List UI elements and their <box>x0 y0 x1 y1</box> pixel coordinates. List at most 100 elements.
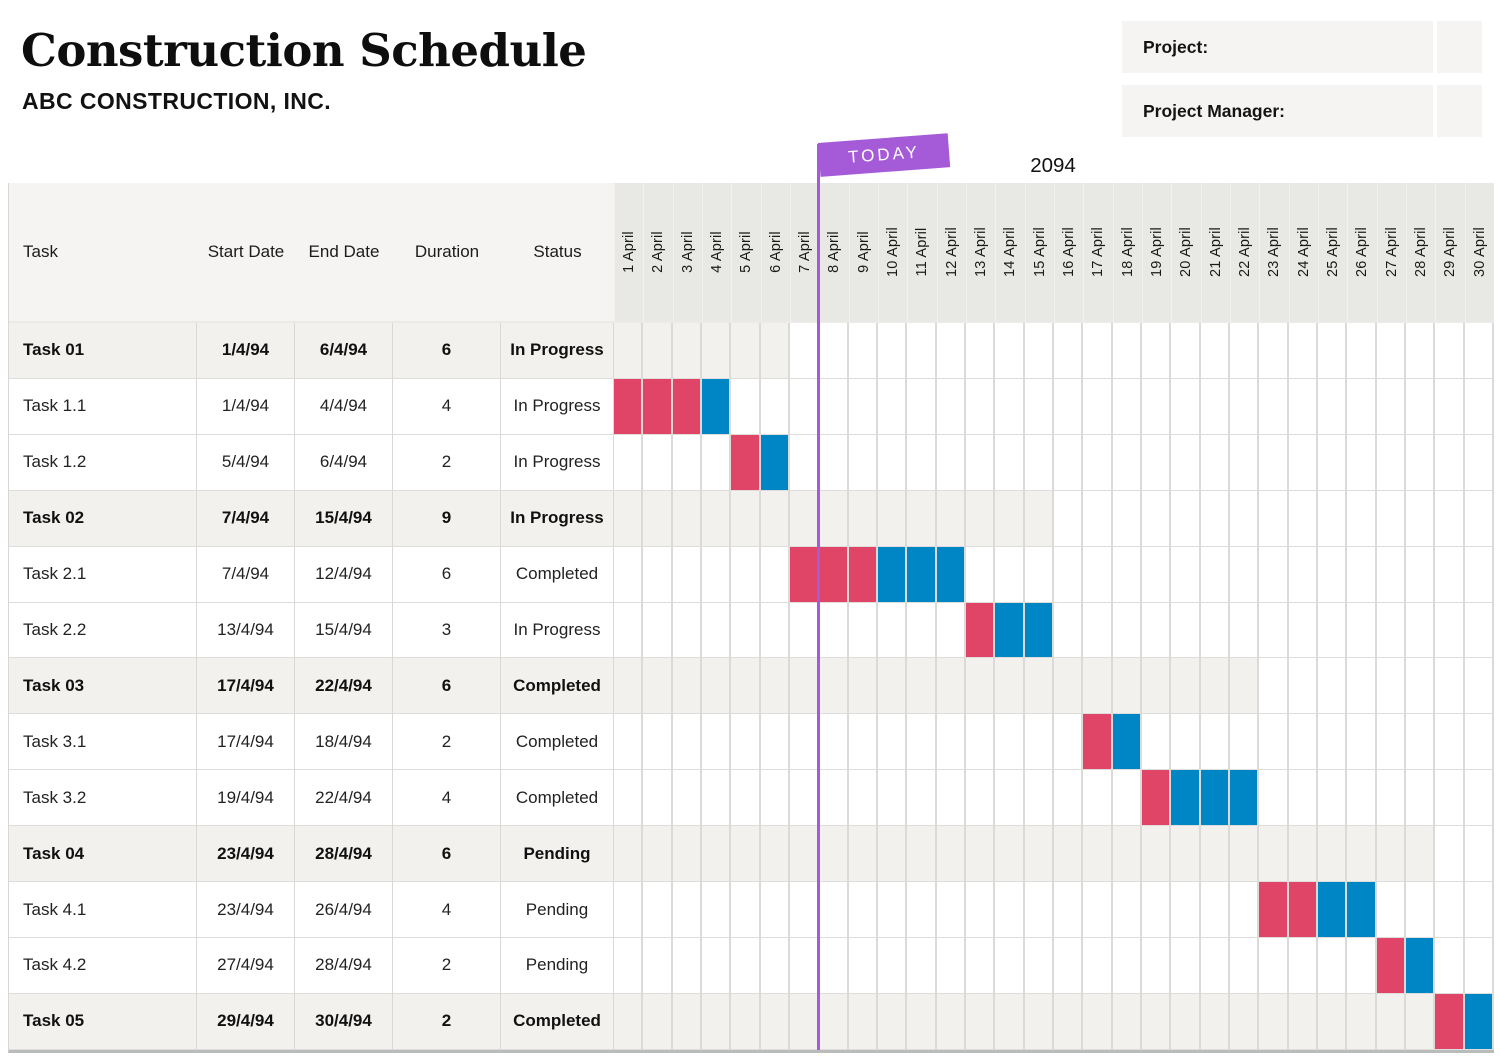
gantt-day-cell <box>614 323 644 379</box>
gantt-day-cell <box>936 546 966 603</box>
gantt-day-cell <box>1288 937 1318 994</box>
gantt-day-cell <box>731 323 761 379</box>
gantt-day-cell <box>672 770 702 827</box>
gantt-day-cell <box>1464 882 1494 938</box>
gantt-day-cell <box>1435 602 1465 659</box>
gantt-day-cell <box>966 993 996 1050</box>
gantt-day-cell <box>1347 658 1377 715</box>
table-row: Task 4.2 27/4/94 28/4/94 2 Pending <box>9 937 1494 994</box>
table-row: Task 04 23/4/94 28/4/94 6 Pending <box>9 826 1494 883</box>
gantt-day-cell <box>1406 546 1436 603</box>
gantt-day-cell <box>614 993 644 1050</box>
gantt-day-header: 17 April <box>1083 183 1113 323</box>
gantt-day-cell <box>1406 937 1436 994</box>
gantt-day-cell <box>1376 826 1406 883</box>
gantt-day-cell <box>1288 770 1318 827</box>
gantt-day-cell <box>1435 770 1465 827</box>
task-cell: Task 01 <box>9 323 197 379</box>
gantt-day-cell <box>1083 826 1113 883</box>
gantt-day-cell <box>1259 602 1289 659</box>
gantt-day-cell <box>1376 770 1406 827</box>
gantt-day-cell <box>1376 434 1406 491</box>
duration-cell: 2 <box>393 937 501 994</box>
project-manager-field[interactable]: Project Manager: <box>1122 85 1482 137</box>
gantt-day-cell <box>995 658 1025 715</box>
gantt-day-cell <box>672 378 702 435</box>
gantt-day-cell <box>1024 546 1054 603</box>
gantt-day-cell <box>1347 770 1377 827</box>
gantt-day-cell <box>878 714 908 771</box>
gantt-day-cell <box>1318 602 1348 659</box>
gantt-day-cell <box>966 546 996 603</box>
gantt-day-cell <box>848 434 878 491</box>
gantt-day-cell <box>819 323 849 379</box>
gantt-day-cell <box>1024 993 1054 1050</box>
table-body: Task 01 1/4/94 6/4/94 6 In Progress Task 1.1 1… <box>9 323 1494 1050</box>
gantt-day-label: 24 April <box>1295 227 1312 277</box>
gantt-day-cell <box>1083 993 1113 1050</box>
gantt-day-cell <box>1406 658 1436 715</box>
gantt-day-cell <box>1435 937 1465 994</box>
start-date-cell: 17/4/94 <box>197 658 295 715</box>
project-field[interactable]: Project: <box>1122 21 1482 73</box>
gantt-day-cell <box>1054 546 1084 603</box>
gantt-day-cell <box>1347 378 1377 435</box>
gantt-day-cell <box>1288 323 1318 379</box>
gantt-day-cell <box>819 714 849 771</box>
status-cell: Pending <box>501 937 614 994</box>
gantt-day-cell <box>936 714 966 771</box>
gantt-day-label: 27 April <box>1383 227 1400 277</box>
gantt-day-cell <box>672 490 702 547</box>
gantt-day-cell <box>1318 434 1348 491</box>
gantt-day-cell <box>936 826 966 883</box>
gantt-day-cell <box>936 937 966 994</box>
gantt-day-cell <box>1112 826 1142 883</box>
gantt-day-cell <box>702 770 732 827</box>
gantt-day-cell <box>1347 490 1377 547</box>
gantt-day-cell <box>1464 602 1494 659</box>
gantt-day-cell <box>966 826 996 883</box>
start-date-cell: 27/4/94 <box>197 937 295 994</box>
gantt-day-cell <box>1112 882 1142 938</box>
gantt-day-cell <box>1171 658 1201 715</box>
start-date-cell: 1/4/94 <box>197 323 295 379</box>
gantt-day-cell <box>936 658 966 715</box>
gantt-day-cell <box>1112 714 1142 771</box>
gantt-day-cell <box>1171 714 1201 771</box>
gantt-day-cell <box>907 490 937 547</box>
gantt-day-cell <box>1054 882 1084 938</box>
project-label: Project: <box>1143 37 1209 57</box>
gantt-day-cell <box>1376 323 1406 379</box>
table-row: Task 2.2 13/4/94 15/4/94 3 In Progress <box>9 602 1494 659</box>
gantt-day-cell <box>731 770 761 827</box>
start-date-cell: 23/4/94 <box>197 826 295 883</box>
gantt-day-cell <box>643 434 673 491</box>
project-manager-label: Project Manager: <box>1143 101 1285 121</box>
gantt-day-cell <box>731 993 761 1050</box>
gantt-day-cell <box>702 993 732 1050</box>
gantt-day-cell <box>1406 378 1436 435</box>
gantt-day-cell <box>1347 546 1377 603</box>
gantt-day-cell <box>1230 770 1260 827</box>
gantt-day-cell <box>848 993 878 1050</box>
gantt-day-cell <box>614 658 644 715</box>
gantt-day-cell <box>1288 546 1318 603</box>
gantt-day-cell <box>907 993 937 1050</box>
gantt-day-header: 28 April <box>1406 183 1436 323</box>
gantt-day-cell <box>672 937 702 994</box>
gantt-day-header: 7 April <box>790 183 820 323</box>
gantt-day-cell <box>790 323 820 379</box>
gantt-day-cell <box>1054 490 1084 547</box>
gantt-day-cell <box>995 714 1025 771</box>
gantt-day-label: 19 April <box>1149 227 1166 277</box>
gantt-day-cell <box>1464 490 1494 547</box>
gantt-day-cell <box>1288 993 1318 1050</box>
gantt-day-cell <box>995 323 1025 379</box>
gantt-day-label: 13 April <box>973 227 990 277</box>
gantt-day-cell <box>1288 602 1318 659</box>
gantt-day-cell <box>1171 826 1201 883</box>
task-cell: Task 4.2 <box>9 937 197 994</box>
gantt-day-cell <box>848 602 878 659</box>
gantt-day-cell <box>731 826 761 883</box>
gantt-day-cell <box>848 378 878 435</box>
